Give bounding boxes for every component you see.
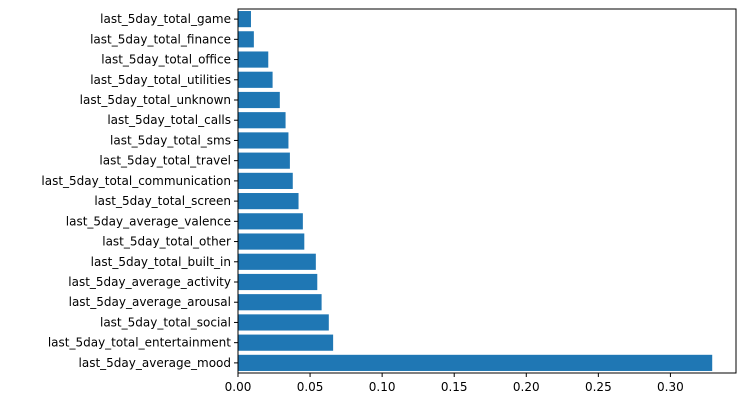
y-tick-label: last_5day_total_screen bbox=[94, 194, 231, 208]
y-axis-ticks: last_5day_average_mood last_5day_total_en… bbox=[41, 12, 238, 370]
bar-last_5day_total_built_in bbox=[238, 253, 316, 270]
y-tick-label: last_5day_total_sms bbox=[110, 133, 231, 147]
y-tick-label: last_5day_total_finance bbox=[90, 32, 231, 46]
bars-group bbox=[238, 11, 713, 371]
bar-last_5day_average_activity bbox=[238, 273, 318, 291]
bar-last_5day_total_social bbox=[238, 314, 329, 331]
y-tick-label: last_5day_average_valence bbox=[66, 214, 231, 228]
x-tick-label: 0.10 bbox=[369, 380, 396, 394]
x-tick-label: 0.05 bbox=[297, 380, 324, 394]
bar-last_5day_total_other bbox=[238, 233, 305, 250]
x-tick-label: 0.20 bbox=[513, 380, 540, 394]
bar-last_5day_total_unknown bbox=[238, 91, 280, 109]
bar-last_5day_total_communication bbox=[238, 172, 293, 189]
y-tick-label: last_5day_total_communication bbox=[41, 174, 231, 188]
bar-last_5day_total_finance bbox=[238, 31, 254, 48]
y-tick-label: last_5day_total_entertainment bbox=[48, 336, 231, 350]
bar-last_5day_total_screen bbox=[238, 193, 299, 210]
y-tick-label: last_5day_total_utilities bbox=[90, 73, 231, 87]
bar-last_5day_total_travel bbox=[238, 152, 290, 169]
bar-last_5day_total_calls bbox=[238, 112, 286, 129]
y-tick-label: last_5day_total_built_in bbox=[91, 255, 231, 269]
x-tick-label: 0.25 bbox=[585, 380, 612, 394]
bar-last_5day_total_game bbox=[238, 11, 251, 28]
bar-last_5day_total_sms bbox=[238, 132, 289, 149]
bar-last_5day_average_arousal bbox=[238, 294, 322, 311]
bar-last_5day_average_valence bbox=[238, 213, 303, 230]
plot-frame bbox=[237, 8, 737, 374]
y-tick-label: last_5day_total_travel bbox=[99, 154, 231, 168]
y-tick-label: last_5day_total_calls bbox=[107, 113, 231, 127]
y-tick-label: last_5day_average_arousal bbox=[69, 295, 231, 309]
y-tick-label: last_5day_total_unknown bbox=[80, 93, 231, 107]
y-tick-label: last_5day_total_other bbox=[102, 235, 231, 249]
y-tick-label: last_5day_average_activity bbox=[68, 275, 231, 289]
y-tick-label: last_5day_total_game bbox=[100, 12, 231, 26]
bar-last_5day_total_entertainment bbox=[238, 334, 334, 351]
y-tick-label: last_5day_total_office bbox=[101, 53, 231, 67]
x-tick-label: 0.00 bbox=[225, 380, 252, 394]
bar-last_5day_total_office bbox=[238, 51, 269, 68]
x-tick-label: 0.30 bbox=[657, 380, 684, 394]
y-tick-label: last_5day_total_social bbox=[100, 315, 231, 329]
bar-last_5day_total_utilities bbox=[238, 71, 273, 88]
x-axis-ticks: 0.00 0.05 0.10 0.15 0.20 0.25 0.30 bbox=[225, 373, 684, 394]
x-tick-label: 0.15 bbox=[441, 380, 468, 394]
y-tick-label: last_5day_average_mood bbox=[79, 356, 231, 370]
bar-last_5day_average_mood bbox=[238, 354, 713, 371]
